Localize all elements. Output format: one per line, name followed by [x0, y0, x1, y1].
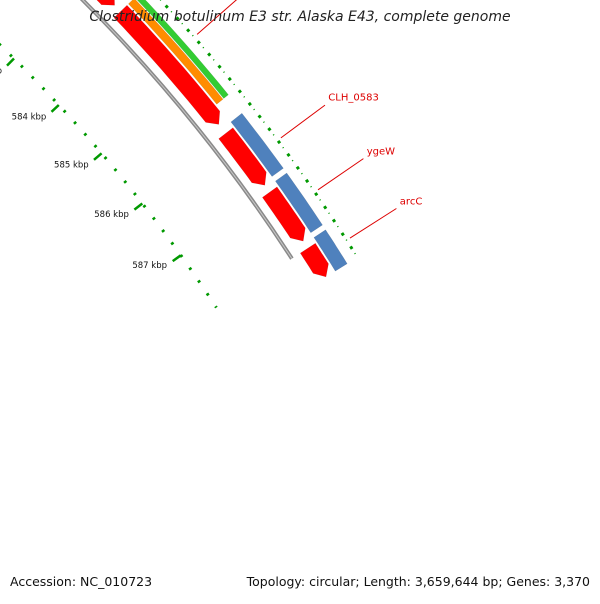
scale-tick-label: 585 kbp — [54, 160, 89, 170]
cds-arrow-6 — [262, 186, 306, 242]
gene-label-leader — [349, 208, 397, 239]
scale-tick-mark — [6, 57, 15, 67]
accession-info: Accession: NC_010723 — [10, 574, 153, 589]
gene-label: CLH_0583 — [328, 93, 379, 104]
outer-scale-dashes — [158, 0, 359, 259]
rrna-feature — [128, 0, 224, 105]
gene-label: ygeW — [367, 146, 395, 157]
gene-label-leader — [317, 158, 364, 191]
gene-label: arcC — [400, 196, 423, 207]
scale-tick-label: 583 kbp — [0, 67, 2, 77]
cds-arrow-5 — [218, 127, 267, 186]
scale-tick-label: 587 kbp — [132, 261, 167, 271]
cds-arrow-4 — [113, 4, 221, 125]
map-title: Clostridium botulinum E3 str. Alaska E43… — [89, 9, 511, 25]
scale-tick-mark — [50, 104, 60, 113]
trna-feature — [136, 0, 229, 99]
topology-info: Topology: circular; Length: 3,659,644 bp… — [246, 574, 590, 589]
cds-arrow-7 — [299, 242, 329, 278]
gene-label-leader — [280, 104, 326, 139]
scale-tick-mark — [93, 152, 103, 161]
backbone-highlight — [81, 0, 293, 259]
scale-tick-label: 586 kbp — [94, 210, 129, 220]
gene-block-2 — [275, 172, 323, 234]
scale-tick-mark — [133, 202, 144, 211]
scale-tick-mark — [171, 254, 182, 263]
scale-tick-label: 584 kbp — [12, 113, 47, 123]
cds-arrow-3 — [96, 0, 115, 6]
gene-block-1 — [230, 112, 284, 177]
gene-label-leader — [196, 0, 237, 35]
gene-block-3 — [313, 229, 348, 272]
